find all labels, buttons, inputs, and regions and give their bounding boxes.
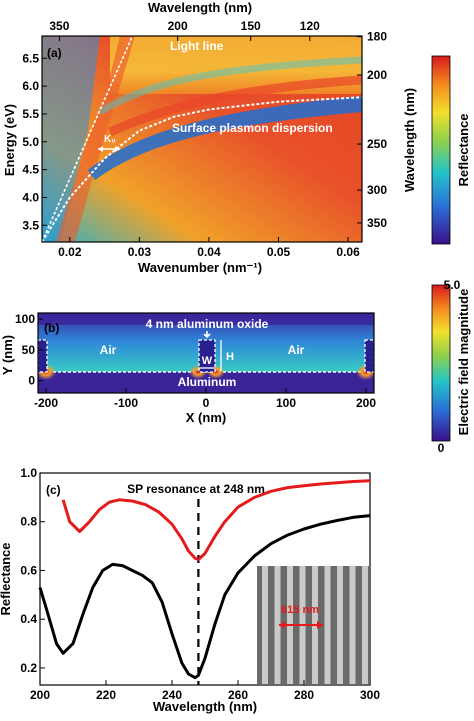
right-tick-label-a: 180 — [367, 30, 387, 44]
axes-c: 200 220 240 260 280 300 0.2 0.4 0.6 0.8 1.0 — [20, 466, 380, 702]
right-tick-label-a: 200 — [367, 68, 387, 82]
x-tick-label-a: 0.02 — [58, 245, 82, 259]
x-tick-label-a: 0.03 — [128, 245, 152, 259]
y-axis-label-b: Y (nm) — [0, 335, 15, 375]
x-tick-label-b: 0 — [203, 396, 210, 410]
x-tick-label-b: 100 — [276, 396, 296, 410]
x-tick-label-a: 0.05 — [267, 245, 291, 259]
x-tick-label-c: 260 — [228, 688, 248, 702]
aluminum-label: Aluminum — [178, 375, 237, 389]
y-tick-label-c: 1.0 — [20, 466, 37, 480]
y-tick-label-a: 6.0 — [22, 79, 39, 93]
y-tick-label-c: 0.2 — [20, 661, 37, 675]
x-tick-label-c: 220 — [96, 688, 116, 702]
panel-b: (b) 4 nm aluminum oxide Air Air Aluminum… — [0, 278, 471, 455]
y-axis-label-a: Energy (eV) — [2, 104, 17, 176]
panel-label-a: (a) — [47, 46, 62, 60]
heatmap-a — [42, 36, 362, 242]
axes-a: 0.02 0.03 0.04 0.05 0.06 3.5 4.0 4.5 5.0 5.5 6.0 6.… — [22, 19, 387, 259]
x-tick-label-c: 300 — [360, 688, 380, 702]
inset-stripe — [349, 566, 356, 684]
air-label-left: Air — [100, 343, 117, 357]
inset-scale-label: 615 nm — [281, 604, 319, 616]
panel-label-b: (b) — [44, 321, 59, 335]
colorbar-max-b: 5.0 — [444, 278, 461, 292]
x-tick-label-c: 200 — [30, 688, 50, 702]
k0-marker: K₀ — [98, 134, 120, 152]
top-tick-label-a: 350 — [49, 19, 69, 33]
right-tick-label-a: 350 — [367, 216, 387, 230]
x-tick-label-b: -100 — [114, 396, 138, 410]
light-line-label: Light line — [170, 39, 224, 53]
inset-stripe — [262, 566, 268, 684]
y-tick-label-b: 0 — [28, 374, 35, 388]
series-line-1 — [38, 514, 371, 680]
y-tick-label-c: 0.4 — [20, 612, 37, 626]
sp-dispersion-label: Surface plasmon dispersion — [172, 121, 333, 135]
heatmap-b — [38, 313, 374, 393]
series-line-0 — [61, 479, 371, 561]
x-axis-label-c: Wavelength (nm) — [153, 699, 257, 714]
series-c — [38, 479, 371, 680]
panel-a: (a) Light line Surface plasmon dispersio… — [2, 0, 471, 275]
panel-label-c: (c) — [46, 483, 61, 497]
y-tick-label-a: 4.0 — [22, 190, 39, 204]
x-tick-label-a: 0.06 — [336, 245, 360, 259]
air-label-right: Air — [288, 343, 305, 357]
right-axis-label-a: Wavelength (nm) — [402, 88, 417, 192]
y-tick-label-c: 0.8 — [20, 515, 37, 529]
y-tick-label-a: 3.5 — [22, 218, 39, 232]
top-tick-label-a: 200 — [168, 19, 188, 33]
surface-plasmon-dispersion-line — [42, 96, 362, 242]
x-tick-label-b: 200 — [356, 396, 376, 410]
x-tick-label-c: 280 — [294, 688, 314, 702]
y-tick-label-a: 5.5 — [22, 107, 39, 121]
x-tick-label-b: -200 — [34, 396, 58, 410]
inset-stripe — [337, 566, 343, 684]
inset-stripe — [324, 566, 331, 684]
y-tick-label-b: 100 — [15, 312, 35, 326]
light-line — [42, 36, 134, 242]
x-axis-label-a: Wavenumber (nm⁻¹) — [138, 260, 262, 275]
x-tick-label-a: 0.04 — [197, 245, 221, 259]
colorbar-b: 5.0 0 Electric field magnitude — [431, 278, 471, 455]
right-tick-label-a: 300 — [367, 183, 387, 197]
colorbar-label-b: Electric field magnitude — [456, 289, 471, 436]
y-tick-label-a: 5.0 — [22, 135, 39, 149]
y-tick-label-b: 50 — [22, 343, 36, 357]
top-tick-label-a: 150 — [241, 19, 261, 33]
y-axis-label-c: Reflectance — [0, 543, 13, 616]
colorbar-min-b: 0 — [438, 441, 445, 455]
y-tick-label-c: 0.6 — [20, 563, 37, 577]
inset-stripe — [274, 566, 281, 684]
axes-b: -200 -100 0 100 200 0 50 100 — [15, 312, 376, 410]
x-axis-label-b: X (nm) — [186, 410, 226, 425]
colorbar-label-a: Reflectance — [456, 114, 471, 187]
sem-inset: 615 nm — [257, 566, 369, 684]
y-tick-label-a: 4.5 — [22, 163, 39, 177]
top-axis-label-a: Wavelength (nm) — [148, 0, 252, 15]
oxide-label: 4 nm aluminum oxide — [146, 317, 269, 331]
x-tick-label-c: 240 — [162, 688, 182, 702]
y-tick-label-a: 6.5 — [22, 51, 39, 65]
top-tick-label-a: 120 — [300, 19, 320, 33]
panel-c: 615 nm (c) SP resonance at 248 nm 200 220… — [0, 466, 380, 714]
height-label: H — [226, 351, 234, 363]
width-label: W — [202, 355, 213, 367]
right-tick-label-a: 250 — [367, 137, 387, 151]
inset-stripe — [362, 566, 368, 684]
resonance-label: SP resonance at 248 nm — [127, 482, 265, 496]
colorbar-a: Reflectance — [431, 55, 471, 245]
k0-label: K₀ — [104, 134, 116, 145]
plot-frame-a — [41, 35, 363, 243]
